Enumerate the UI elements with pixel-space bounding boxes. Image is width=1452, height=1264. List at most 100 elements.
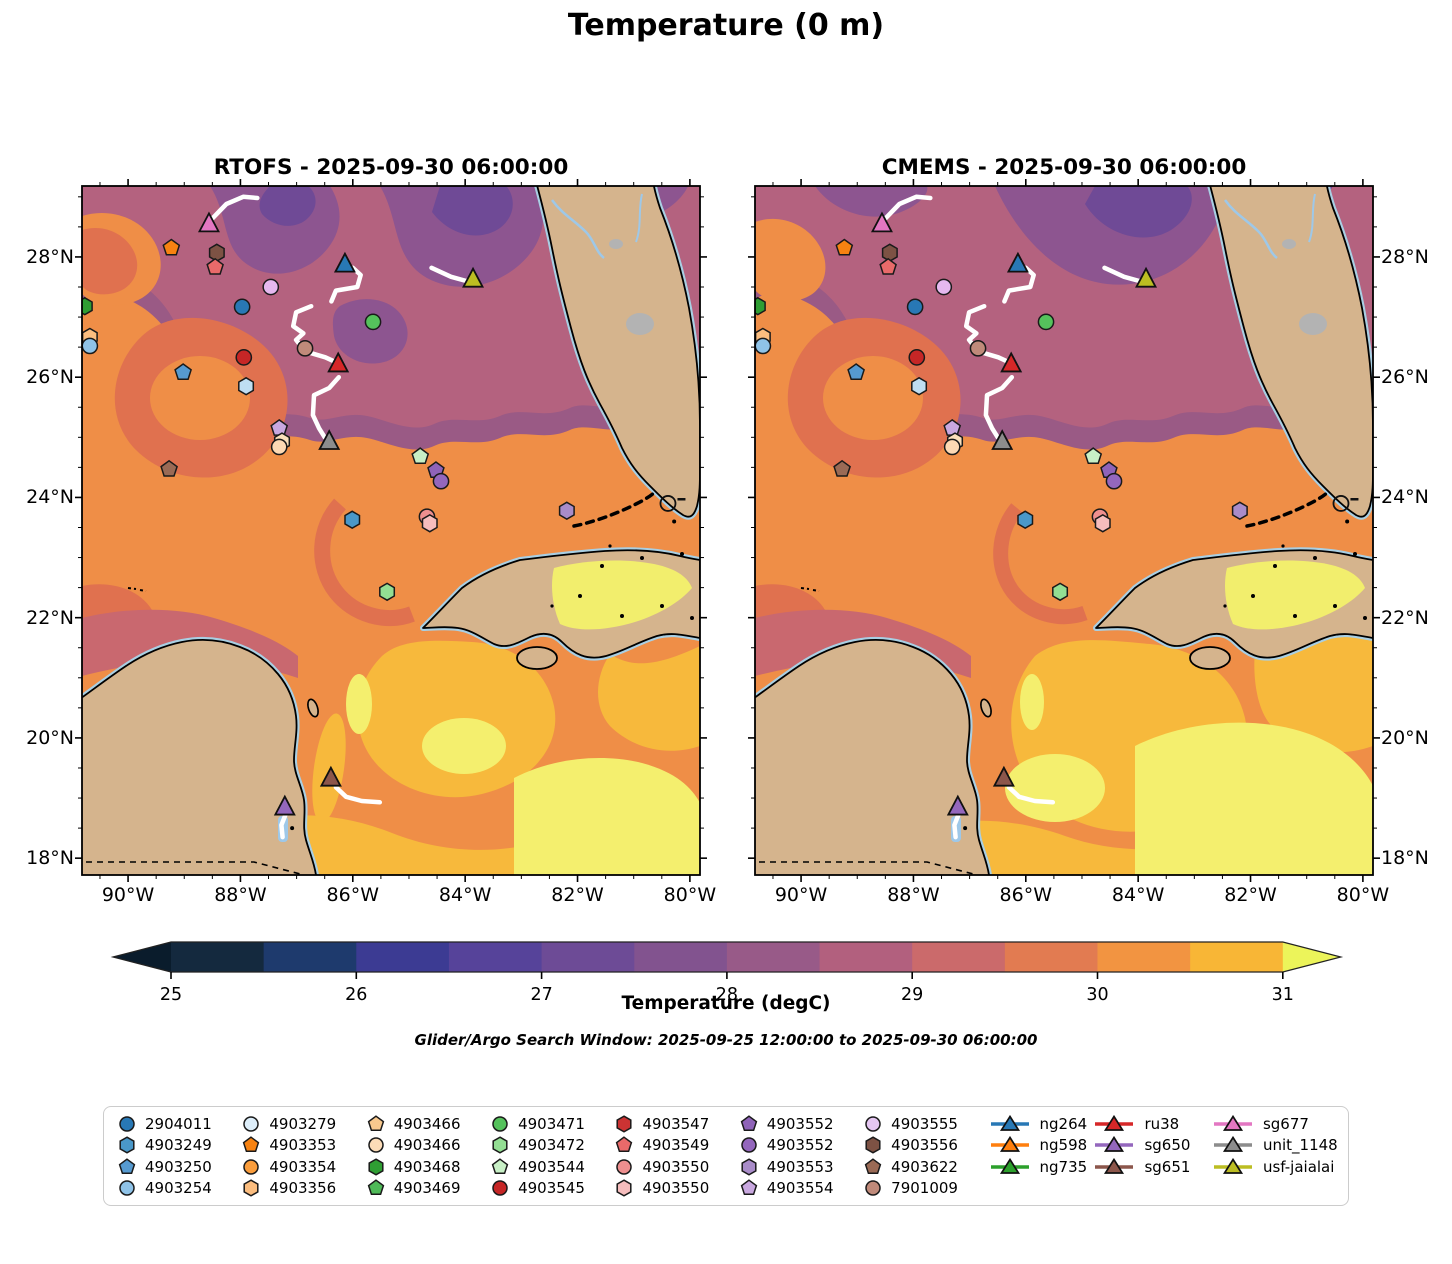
marker-ng264 [333, 251, 356, 273]
legend-item-4903554: 4903554 [740, 1178, 864, 1200]
marker-dot [672, 519, 677, 524]
pentagon-icon [491, 1158, 509, 1174]
glider-track-icon [1095, 1157, 1134, 1174]
colorbar-tick-label: 30 [1086, 985, 1108, 1005]
marker-hexagon [755, 296, 766, 316]
legend-item-usf-jaialai: usf-jaialai [1212, 1156, 1348, 1178]
marker-pentagon [835, 238, 854, 256]
legend-item-4903353: 4903353 [242, 1135, 366, 1157]
marker-open-circle [1332, 495, 1350, 512]
legend-item-4903550: 4903550 [615, 1178, 739, 1200]
legend-item-4903544: 4903544 [491, 1156, 615, 1178]
legend-column-gliders: ng264 ng598 ng735 [989, 1113, 1094, 1205]
y-tick-label-left: 22°N [26, 606, 74, 629]
marker-pentagon [879, 257, 897, 275]
colorbar: 25 26 27 28 29 30 31 [105, 938, 1347, 1010]
x-tick-label: 80°W [663, 884, 717, 906]
glider-track-icon [1213, 1136, 1252, 1153]
marker-dot [1345, 519, 1350, 524]
pentagon-icon [740, 1179, 758, 1196]
legend-item-label: 4903550 [642, 1179, 710, 1198]
track-ru38-to-unit1148 [983, 374, 1015, 440]
map-svg-rtofs [75, 179, 707, 882]
platform-markers [82, 211, 686, 831]
legend-item-label: ng735 [1039, 1157, 1088, 1176]
glider-track-icon [990, 1136, 1029, 1153]
marker-pentagon [411, 447, 430, 465]
legend-item-4903545: 4903545 [491, 1178, 615, 1200]
pentagon-icon [243, 1136, 260, 1153]
hexagon-icon [865, 1136, 881, 1154]
legend-item-sg650: sg650 [1093, 1135, 1212, 1157]
legend-item-sg677: sg677 [1212, 1113, 1348, 1135]
map-svg-cmems [748, 179, 1380, 882]
legend-item-sg651: sg651 [1093, 1156, 1212, 1178]
marker-ru38 [1000, 351, 1023, 373]
glider-track-icon [990, 1157, 1029, 1174]
legend-item-label: 4903353 [269, 1136, 337, 1155]
marker-hexagon [558, 501, 575, 520]
marker-circle [943, 438, 961, 456]
legend-item-label: 4903354 [269, 1157, 337, 1176]
circle-icon [243, 1116, 260, 1132]
legend-item-label: 4903549 [642, 1136, 710, 1155]
legend-item-label: 4903254 [145, 1179, 212, 1198]
marker-hexagon [82, 296, 93, 316]
legend-item-4903552: 4903552 [740, 1135, 864, 1157]
x-tick-label: 88°W [887, 884, 940, 906]
legend-item-label: ru38 [1144, 1114, 1180, 1133]
circle-icon [741, 1137, 757, 1153]
marker-pentagon [206, 257, 224, 275]
marker-usf-jaialai [462, 266, 485, 288]
track-sg650 [279, 812, 288, 840]
marker-circle [235, 348, 253, 366]
marker-circle [233, 298, 251, 316]
legend-item-label: ng598 [1039, 1136, 1088, 1155]
marker-hexagon [1094, 514, 1111, 533]
track-sg677 [208, 194, 260, 222]
x-tick-label: 82°W [551, 884, 604, 906]
marker-circle [755, 337, 772, 355]
glider-track-icon [1213, 1157, 1252, 1174]
legend-item-label: ng264 [1039, 1114, 1088, 1133]
marker-hexagon [911, 376, 928, 396]
marker-circle [82, 337, 99, 355]
marker-ru38 [327, 351, 350, 373]
marker-circle [262, 278, 280, 296]
legend-item-label: 4903550 [642, 1157, 710, 1176]
circle-icon [367, 1137, 384, 1153]
x-tick-label: 88°W [214, 884, 267, 906]
legend-item-label: 4903555 [891, 1114, 958, 1133]
circle-icon [865, 1180, 881, 1196]
marker-hexagon [379, 582, 396, 602]
marker-hexagon [344, 510, 361, 529]
legend-item-label: 2904011 [145, 1114, 212, 1133]
colorbar-tick-label: 25 [160, 985, 182, 1005]
legend-item-ng598: ng598 [989, 1135, 1094, 1157]
marker-unit_1148 [991, 429, 1014, 450]
legend-item-4903472: 4903472 [491, 1135, 615, 1157]
legend-item-label: 4903466 [393, 1136, 461, 1155]
legend-item-label: 4903249 [145, 1136, 212, 1155]
pentagon-icon [367, 1115, 384, 1131]
legend-item-4903556: 4903556 [864, 1135, 988, 1157]
circle-icon [119, 1180, 135, 1196]
legend-item-label: sg677 [1262, 1114, 1309, 1133]
marker-open-circle [659, 495, 677, 512]
glider-tracks [208, 194, 478, 840]
legend-item-4903552: 4903552 [740, 1113, 864, 1135]
legend-item-label: 4903472 [518, 1136, 585, 1155]
marker-circle [969, 339, 987, 357]
marker-hexagon [208, 243, 225, 262]
legend-item-4903249: 4903249 [118, 1135, 242, 1157]
hexagon-icon [616, 1179, 632, 1197]
axis-ticks [748, 179, 1380, 882]
legend-item-ng264: ng264 [989, 1113, 1094, 1135]
legend-column: 4903466 4903466 4903468 4903469 [367, 1113, 491, 1205]
marker-pentagon [847, 363, 865, 380]
marker-circle [906, 298, 924, 316]
marker-sg650 [946, 794, 969, 816]
pentagon-icon [616, 1136, 633, 1153]
legend-item-4903466: 4903466 [367, 1135, 491, 1157]
